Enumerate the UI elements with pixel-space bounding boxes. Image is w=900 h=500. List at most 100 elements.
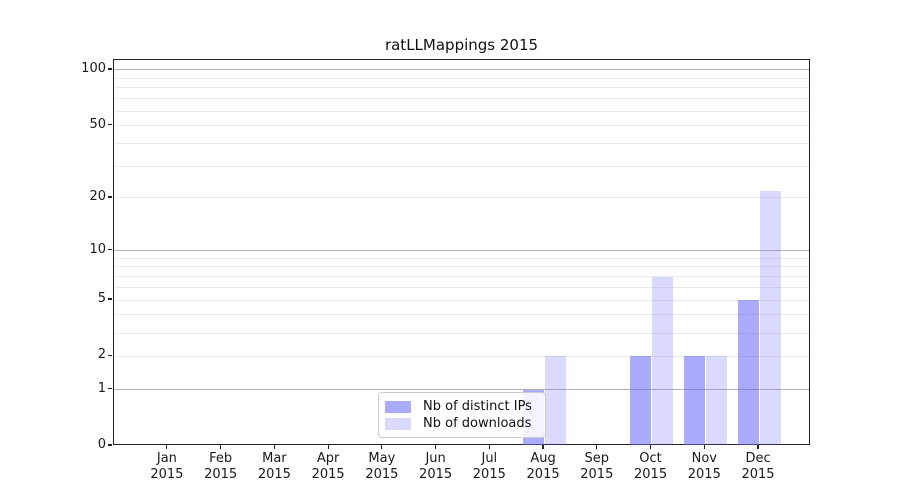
x-tick-label: May 2015 [342,451,422,483]
x-tick-month: Jan [156,451,177,466]
x-tick-year: 2015 [634,467,668,482]
x-tick-month: Jun [425,451,446,466]
x-tick-month: Sep [584,451,610,466]
minor-gridline [114,314,809,316]
minor-gridline [114,142,809,144]
x-tick-mark [166,445,168,449]
x-tick-mark [273,445,275,449]
x-tick-mark [703,445,705,449]
y-tick-label: 5 [97,291,106,307]
minor-gridline [114,197,809,199]
x-tick-year: 2015 [257,467,291,482]
minor-gridline [114,87,809,89]
y-tick-mark [108,68,112,70]
x-tick-label: Jun 2015 [396,451,476,483]
x-tick-mark [435,445,437,449]
x-tick-mark [220,445,222,449]
x-tick-year: 2015 [311,467,345,482]
x-tick-label: Sep 2015 [557,451,637,483]
y-tick-mark [108,387,112,390]
x-tick-month: May [368,451,396,466]
x-tick-year: 2015 [365,467,399,482]
x-tick-mark [327,445,329,449]
y-tick-label: 10 [89,241,106,257]
x-tick-mark [542,445,544,449]
x-tick-year: 2015 [472,467,506,482]
x-tick-year: 2015 [687,467,721,482]
legend-item-distinct-ips: Nb of distinct IPs [385,398,537,415]
x-tick-year: 2015 [150,467,184,482]
bar-downloads [652,276,674,445]
bar-distinct-ips [630,356,652,445]
y-tick-mark [108,354,112,357]
x-tick-month: Apr [316,451,340,466]
minor-gridline [114,355,809,357]
bar-downloads [759,190,781,445]
x-tick-month: Mar [262,451,287,466]
x-tick-label: Apr 2015 [288,451,368,483]
x-tick-month: Dec [745,451,771,466]
x-tick-label: Feb 2015 [181,451,261,483]
minor-gridline [114,299,809,301]
x-tick-year: 2015 [580,467,614,482]
chart-title: ratLLMappings 2015 [384,36,539,54]
x-tick-year: 2015 [741,467,775,482]
x-tick-label: Aug 2015 [503,451,583,483]
legend-label-downloads: Nb of downloads [423,416,532,431]
major-gridline [114,389,809,391]
minor-gridline [114,332,809,334]
x-tick-month: Aug [530,451,556,466]
x-tick-year: 2015 [419,467,453,482]
plot-area [113,59,810,445]
y-tick-label: 20 [89,188,106,204]
minor-gridline [114,276,809,278]
legend-swatch-downloads [385,417,411,430]
minor-gridline [114,286,809,288]
minor-gridline [114,125,809,127]
y-tick-mark [108,249,112,251]
y-tick-label: 2 [97,347,106,363]
bar-downloads [705,356,727,445]
minor-gridline [114,257,809,259]
bar-distinct-ips [737,300,759,445]
minor-gridline [114,110,809,112]
legend-swatch-distinct-ips [385,400,411,413]
minor-gridline [114,98,809,100]
x-tick-label: Oct 2015 [611,451,691,483]
x-tick-label: Dec 2015 [718,451,798,483]
minor-gridline [114,266,809,268]
x-tick-label: Nov 2015 [664,451,744,483]
x-tick-month: Jul [481,451,498,466]
y-tick-label: 100 [81,60,106,76]
legend-label-distinct-ips: Nb of distinct IPs [423,399,532,414]
x-tick-month: Oct [639,451,662,466]
y-tick-mark [108,196,112,198]
major-gridline [114,250,809,252]
x-tick-month: Nov [691,451,717,466]
y-tick-mark [108,124,112,126]
x-tick-mark [649,445,652,449]
major-gridline [114,69,809,71]
y-tick-label: 0 [97,437,106,452]
x-tick-year: 2015 [204,467,238,482]
x-tick-month: Feb [209,451,233,466]
x-tick-mark [757,445,759,449]
x-tick-label: Jan 2015 [127,451,207,483]
y-tick-label: 50 [89,116,106,132]
y-tick-label: 1 [97,380,106,396]
bar-distinct-ips [683,356,705,445]
legend-item-downloads: Nb of downloads [385,415,537,432]
y-tick-mark [108,444,112,446]
x-tick-year: 2015 [526,467,560,482]
x-tick-label: Jul 2015 [449,451,529,483]
legend: Nb of distinct IPs Nb of downloads [378,392,546,438]
bar-downloads [544,356,566,445]
minor-gridline [114,77,809,79]
minor-gridline [114,165,809,167]
x-tick-mark [488,445,490,449]
x-tick-mark [596,445,598,449]
x-tick-mark [381,445,383,449]
x-tick-label: Mar 2015 [234,451,314,483]
y-tick-mark [108,298,112,300]
